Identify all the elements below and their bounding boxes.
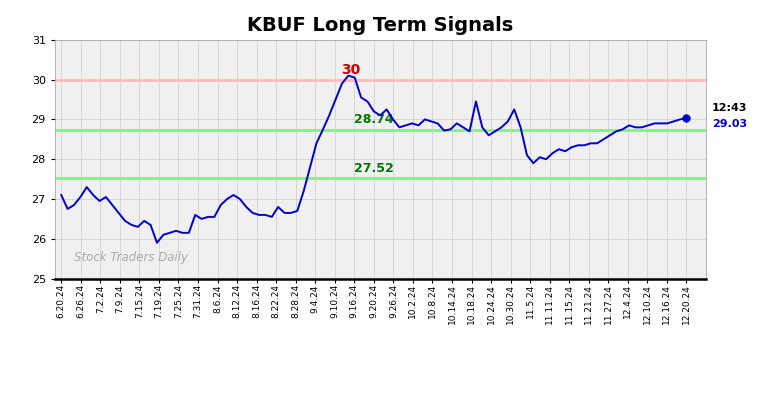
Text: 12:43: 12:43	[712, 103, 748, 113]
Text: 29.03: 29.03	[712, 119, 747, 129]
Text: Stock Traders Daily: Stock Traders Daily	[74, 251, 188, 264]
Text: 28.74: 28.74	[354, 113, 394, 126]
Title: KBUF Long Term Signals: KBUF Long Term Signals	[247, 16, 514, 35]
Text: 27.52: 27.52	[354, 162, 394, 175]
Text: 30: 30	[341, 63, 361, 77]
